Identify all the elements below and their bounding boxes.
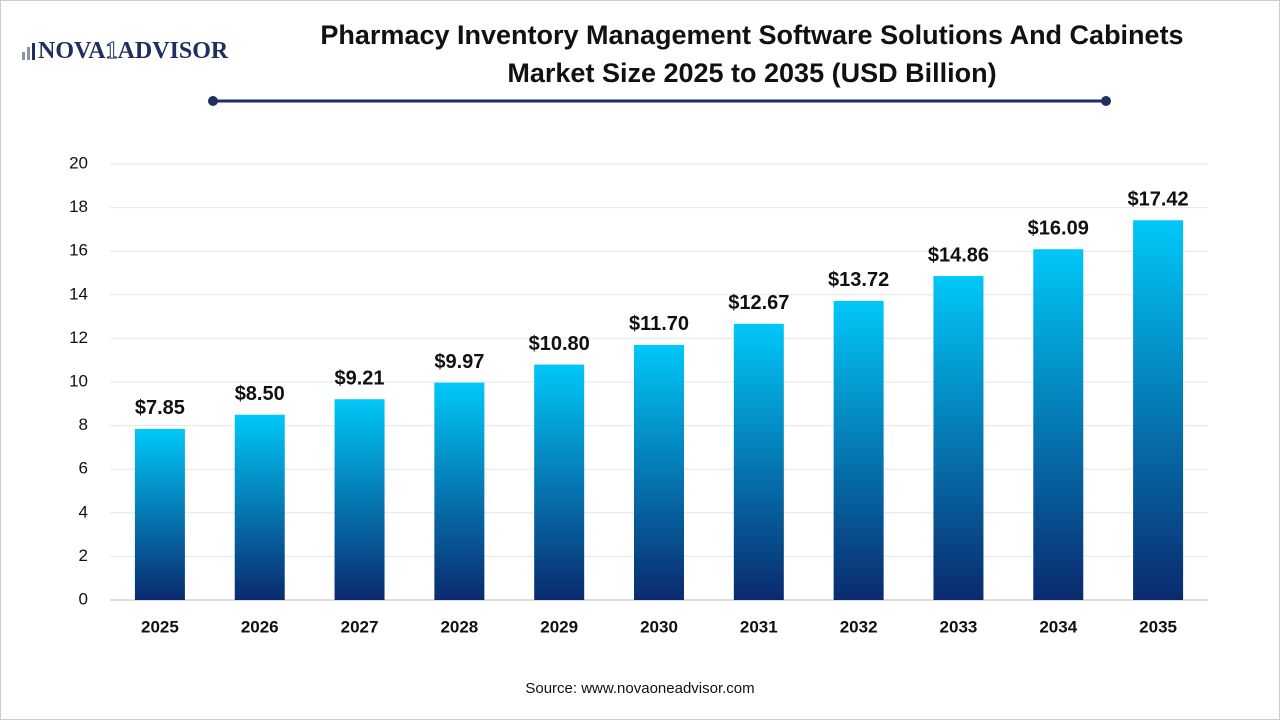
x-tick-label: 2026: [241, 617, 279, 636]
logo-left: NOVA: [38, 38, 106, 64]
bar: [733, 323, 784, 600]
x-tick-label: 2031: [740, 617, 778, 636]
y-tick-label: 10: [69, 371, 88, 390]
value-label: $9.21: [335, 368, 385, 390]
logo-mark: 1: [106, 38, 118, 64]
x-tick-label: 2035: [1139, 617, 1177, 636]
logo-icon: [32, 43, 35, 60]
logo-text: NOVA1ADVISOR: [38, 38, 229, 64]
y-tick-label: 0: [79, 589, 88, 608]
y-tick-label: 16: [69, 241, 88, 260]
y-tick-label: 12: [69, 328, 88, 347]
x-tick-label: 2034: [1039, 617, 1077, 636]
value-label: $14.86: [928, 244, 989, 266]
chart-title: Pharmacy Inventory Management Software S…: [320, 20, 1184, 88]
bar: [1033, 249, 1084, 600]
title-rule-dot: [1101, 96, 1111, 106]
x-tick-label: 2029: [540, 617, 578, 636]
y-tick-label: 8: [79, 415, 88, 434]
value-label: $11.70: [629, 313, 689, 335]
value-label: $17.42: [1128, 189, 1189, 211]
logo-icon: [22, 52, 25, 60]
bar: [1133, 220, 1184, 600]
y-tick-label: 18: [69, 197, 88, 216]
logo-right: ADVISOR: [118, 38, 229, 64]
y-tick-label: 4: [79, 502, 88, 521]
bar: [334, 399, 385, 600]
y-tick-label: 2: [79, 546, 88, 565]
value-label: $8.50: [235, 383, 285, 405]
value-label: $13.72: [828, 269, 889, 291]
logo: NOVA1ADVISOR: [22, 37, 229, 64]
source: Source: www.novaoneadvisor.com: [525, 680, 754, 697]
value-label: $16.09: [1028, 218, 1089, 240]
y-tick-label: 14: [69, 284, 88, 303]
bar: [434, 382, 485, 600]
logo-icon: [27, 47, 30, 60]
bar: [234, 414, 285, 600]
x-tick-label: 2030: [640, 617, 678, 636]
value-label: $10.80: [529, 333, 590, 355]
x-tick-label: 2027: [341, 617, 379, 636]
bar: [134, 428, 185, 600]
value-label: $9.97: [434, 351, 484, 373]
y-tick-label: 6: [79, 459, 88, 478]
bar: [933, 276, 984, 600]
bar: [634, 344, 684, 600]
bar: [534, 364, 585, 600]
x-tick-label: 2033: [940, 617, 978, 636]
value-label: $12.67: [728, 292, 789, 314]
y-tick-label: 20: [69, 153, 88, 172]
x-tick-label: 2025: [141, 617, 179, 636]
x-tick-label: 2028: [440, 617, 478, 636]
value-label: $7.85: [135, 397, 185, 419]
x-tick-label: 2032: [840, 617, 878, 636]
bar: [833, 300, 884, 600]
title-rule-dot: [208, 96, 218, 106]
